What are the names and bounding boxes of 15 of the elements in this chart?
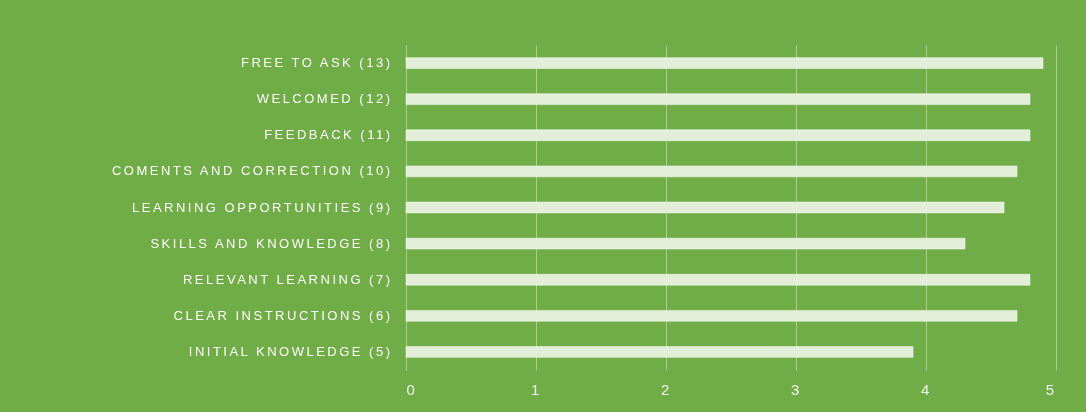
y-tick-label: LEARNING OPPORTUNITIES (9) [131,199,393,215]
y-tick-label: FEEDBACK (11) [264,127,393,143]
y-tick-label: CLEAR INSTRUCTIONS (6) [173,307,393,323]
x-tick-label: 0 [406,380,418,398]
x-tick-label: 1 [531,380,542,398]
x-tick-label: 5 [1045,380,1057,398]
y-tick-label: SKILLS AND KNOWLEDGE (8) [150,235,393,251]
y-tick-label: WELCOMED (12) [256,91,393,107]
y-tick-label: FREE TO ASK (13) [240,55,393,71]
x-tick-label: 2 [661,380,672,398]
x-tick-label: 3 [791,380,802,398]
y-tick-label: COMENTS AND CORRECTION (10) [111,163,393,179]
y-tick-label: RELEVANT LEARNING (7) [182,271,393,287]
y-tick-label: INITIAL KNOWLEDGE (5) [188,343,393,359]
x-tick-label: 4 [921,380,932,398]
